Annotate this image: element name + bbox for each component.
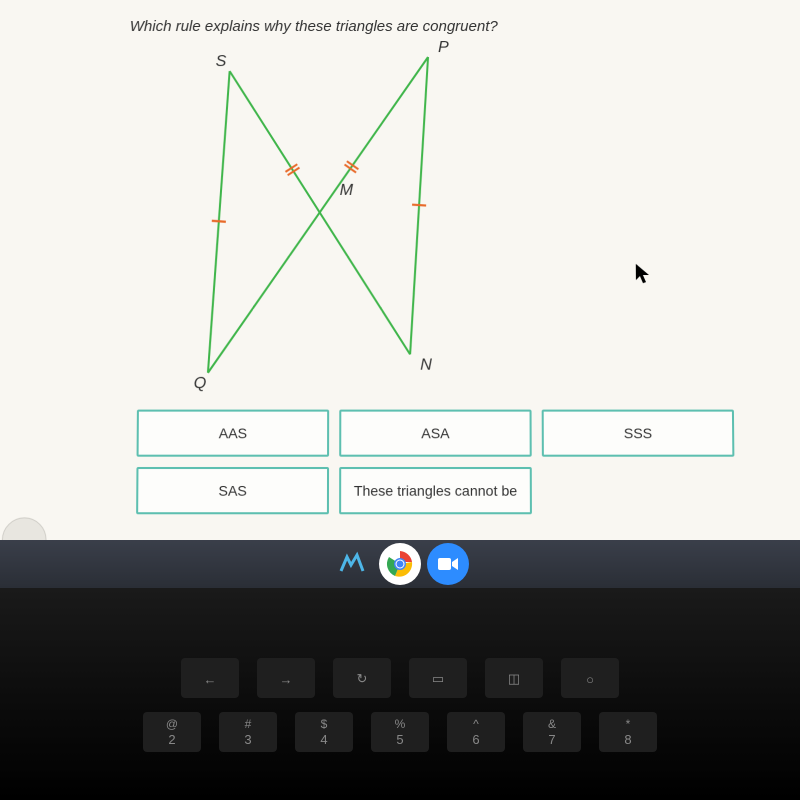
answer-grid: AAS ASA SSS SAS These triangles cannot b…	[136, 410, 745, 515]
answer-sss[interactable]: SSS	[542, 410, 735, 457]
key-row-2: @2 #3 $4 %5 ^6&7 *8	[143, 712, 657, 752]
keyboard-key: %5	[371, 712, 429, 752]
keyboard-key: ◫	[485, 658, 543, 698]
answer-sas[interactable]: SAS	[136, 467, 329, 514]
answer-label: SSS	[624, 425, 652, 441]
answer-label: These triangles cannot be	[354, 482, 517, 498]
diagram-svg	[167, 43, 491, 397]
question-text: Which rule explains why these triangles …	[130, 18, 741, 35]
answer-cannot[interactable]: These triangles cannot be	[339, 467, 532, 514]
vertex-label-m: M	[340, 182, 353, 200]
keyboard-key: ▭	[409, 658, 467, 698]
vertex-label-s: S	[216, 53, 227, 71]
vertex-label-p: P	[438, 39, 449, 57]
keyboard-key: ←	[181, 658, 239, 698]
app-icon-1[interactable]	[331, 543, 373, 585]
answer-asa[interactable]: ASA	[339, 410, 532, 457]
keyboard-key: &7	[523, 712, 581, 752]
keyboard-key: ↻	[333, 658, 391, 698]
content-area: Which rule explains why these triangles …	[0, 0, 800, 569]
taskbar	[0, 540, 800, 588]
vertex-label-n: N	[420, 356, 432, 374]
screen: Which rule explains why these triangles …	[0, 0, 800, 569]
zoom-icon[interactable]	[427, 543, 469, 585]
key-row-1: ← → ↻ ▭ ◫ ○	[181, 658, 619, 698]
triangle-diagram: S P M Q N	[167, 43, 491, 397]
keyboard-key: $4	[295, 712, 353, 752]
answer-label: SAS	[218, 482, 246, 498]
keyboard-key: ^6	[447, 712, 505, 752]
keyboard-key: @2	[143, 712, 201, 752]
keyboard: ← → ↻ ▭ ◫ ○ @2 #3 $4 %5 ^6&7 *8	[0, 588, 800, 800]
mouse-cursor-icon	[634, 262, 652, 292]
keyboard-key: #3	[219, 712, 277, 752]
answer-label: AAS	[219, 425, 247, 441]
answer-label: ASA	[421, 425, 449, 441]
keyboard-key: ○	[561, 658, 619, 698]
chrome-icon[interactable]	[379, 543, 421, 585]
keyboard-key: *8	[599, 712, 657, 752]
vertex-label-q: Q	[194, 375, 207, 393]
answer-aas[interactable]: AAS	[137, 410, 330, 457]
keyboard-key: →	[257, 658, 315, 698]
